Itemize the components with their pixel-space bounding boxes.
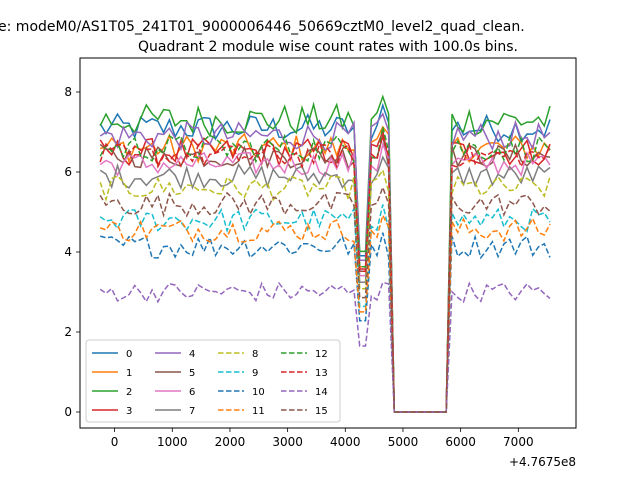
x-axis: 0 1000 2000 3000 4000 5000 6000 7000 (111, 428, 534, 449)
legend-label-12: 12 (315, 349, 328, 360)
legend-label-4: 4 (189, 349, 195, 360)
x-tick-label: 2000 (215, 435, 246, 449)
y-tick-label: 2 (64, 325, 72, 339)
x-tick-label: 4000 (330, 435, 361, 449)
legend-label-6: 6 (189, 387, 195, 398)
series-line-14 (99, 281, 551, 413)
series-line-4 (99, 112, 551, 413)
series-line-1 (99, 125, 551, 413)
y-tick-label: 4 (64, 245, 72, 259)
legend-label-0: 0 (126, 349, 132, 360)
legend-label-7: 7 (189, 406, 195, 417)
series-line-11 (99, 213, 551, 413)
legend-label-9: 9 (252, 368, 258, 379)
series-line-13 (99, 132, 551, 413)
x-offset-label: +4.7675e8 (509, 455, 576, 469)
legend-label-3: 3 (126, 406, 132, 417)
plot-lines (99, 94, 551, 413)
y-tick-label: 6 (64, 165, 72, 179)
legend-label-8: 8 (252, 349, 258, 360)
legend-label-5: 5 (189, 368, 195, 379)
x-tick-label: 5000 (388, 435, 419, 449)
legend-label-13: 13 (315, 368, 328, 379)
x-tick-label: 0 (111, 435, 119, 449)
x-tick-label: 1000 (157, 435, 188, 449)
figure-suptitle: n file: modeM0/AS1T05_241T01_9000006446_… (0, 19, 525, 35)
legend-label-2: 2 (126, 387, 132, 398)
y-tick-label: 0 (64, 405, 72, 419)
x-tick-label: 7000 (503, 435, 534, 449)
legend-label-15: 15 (315, 406, 328, 417)
legend-label-1: 1 (126, 368, 132, 379)
y-tick-label: 8 (64, 85, 72, 99)
legend-label-14: 14 (315, 387, 328, 398)
series-line-0 (99, 102, 551, 413)
legend-label-10: 10 (252, 387, 265, 398)
legend-label-11: 11 (252, 406, 265, 417)
plot-frame (79, 57, 577, 429)
series-line-12 (99, 126, 551, 413)
y-axis: 0 2 4 6 8 (64, 85, 80, 419)
series-line-10 (99, 232, 551, 413)
series-line-8 (99, 168, 551, 413)
x-tick-label: 3000 (272, 435, 303, 449)
chart-title: Quadrant 2 module wise count rates with … (138, 39, 518, 55)
series-line-6 (99, 141, 551, 413)
series-line-9 (99, 204, 551, 413)
legend-box (85, 339, 341, 423)
x-tick-label: 6000 (445, 435, 476, 449)
series-line-7 (99, 155, 551, 413)
